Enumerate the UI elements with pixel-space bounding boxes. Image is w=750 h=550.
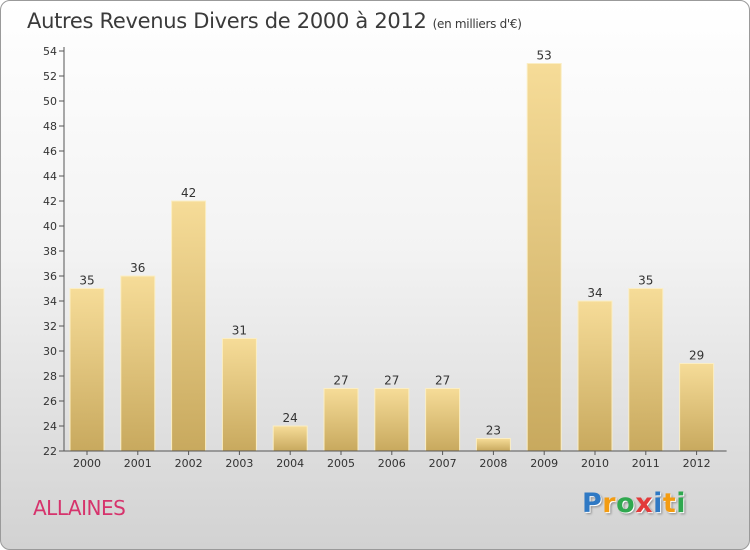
bar[interactable] <box>171 200 207 452</box>
x-tick-label: 2005 <box>327 457 355 470</box>
bar-value-label: 29 <box>689 349 704 363</box>
x-tick-label: 2002 <box>175 457 203 470</box>
y-axis: 22 24 26 28 30 32 34 36 38 40 42 44 46 48 50 52 54 <box>43 45 65 458</box>
bar-value-label: 35 <box>79 274 94 288</box>
y-tick-label: 24 <box>43 420 57 433</box>
bar-value-label: 34 <box>587 286 602 300</box>
x-tick-label: 2006 <box>378 457 406 470</box>
bar-value-label: 35 <box>638 274 653 288</box>
bar[interactable] <box>120 275 156 452</box>
y-tick-label: 46 <box>43 145 57 158</box>
x-tick-label: 2010 <box>581 457 609 470</box>
bar[interactable] <box>221 338 257 452</box>
logo-letter: t <box>662 488 677 519</box>
bar-value-label: 27 <box>333 374 348 388</box>
bar-value-label: 42 <box>181 186 196 200</box>
chart-title: Autres Revenus Divers de 2000 à 2012 (en … <box>27 9 522 33</box>
logo-letter: o <box>616 488 636 519</box>
x-tick-label: 2007 <box>429 457 457 470</box>
x-tick-label: 2011 <box>632 457 660 470</box>
bar[interactable] <box>425 388 461 452</box>
bar[interactable] <box>323 388 359 452</box>
bars: 35 36 42 31 24 27 27 27 23 53 34 35 29 <box>69 49 715 452</box>
y-tick-label: 22 <box>43 445 57 458</box>
bar-value-label: 27 <box>384 374 399 388</box>
logo-letter: x <box>635 488 654 519</box>
logo-letter: i <box>676 488 687 519</box>
bar-value-label: 23 <box>486 424 501 438</box>
y-tick-label: 42 <box>43 195 57 208</box>
y-tick-label: 38 <box>43 245 57 258</box>
bar[interactable] <box>69 288 105 452</box>
bar[interactable] <box>374 388 410 452</box>
x-tick-label: 2012 <box>683 457 711 470</box>
logo-letter: i <box>653 488 663 519</box>
y-tick-label: 40 <box>43 220 57 233</box>
y-tick-label: 36 <box>43 270 57 283</box>
x-tick-label: 2009 <box>530 457 558 470</box>
x-tick-label: 2000 <box>73 457 101 470</box>
y-tick-label: 26 <box>43 395 57 408</box>
proxiti-logo[interactable]: Proxiti <box>582 488 686 519</box>
commune-name: ALLAINES <box>33 496 126 520</box>
y-tick-label: 52 <box>43 70 57 83</box>
x-axis: 2000 2001 2002 2003 2004 2005 2006 2007 2008 2009… <box>64 450 727 470</box>
x-tick-label: 2001 <box>124 457 152 470</box>
y-tick-label: 50 <box>43 95 57 108</box>
logo-letter: r <box>602 488 617 519</box>
y-tick-label: 28 <box>43 370 57 383</box>
bar[interactable] <box>475 438 511 452</box>
x-tick-label: 2004 <box>276 457 304 470</box>
y-tick-label: 30 <box>43 345 57 358</box>
bar-value-label: 27 <box>435 374 450 388</box>
x-tick-label: 2008 <box>479 457 507 470</box>
bar-value-label: 53 <box>537 49 552 63</box>
bar[interactable] <box>272 425 308 452</box>
bar-value-label: 24 <box>283 411 298 425</box>
y-tick-label: 48 <box>43 120 57 133</box>
bar[interactable] <box>628 288 664 452</box>
bar-value-label: 31 <box>232 324 247 338</box>
x-tick-label: 2003 <box>225 457 253 470</box>
chart-title-text: Autres Revenus Divers de 2000 à 2012 <box>27 9 427 33</box>
chart-unit: (en milliers d'€) <box>432 17 522 31</box>
bar[interactable] <box>577 300 613 452</box>
bar[interactable] <box>679 363 715 452</box>
y-tick-label: 32 <box>43 320 57 333</box>
bar[interactable] <box>526 63 562 452</box>
y-tick-label: 34 <box>43 295 57 308</box>
bar-value-label: 36 <box>130 261 145 275</box>
y-tick-label: 44 <box>43 170 57 183</box>
y-tick-label: 54 <box>43 45 57 58</box>
logo-letter: P <box>582 488 603 519</box>
